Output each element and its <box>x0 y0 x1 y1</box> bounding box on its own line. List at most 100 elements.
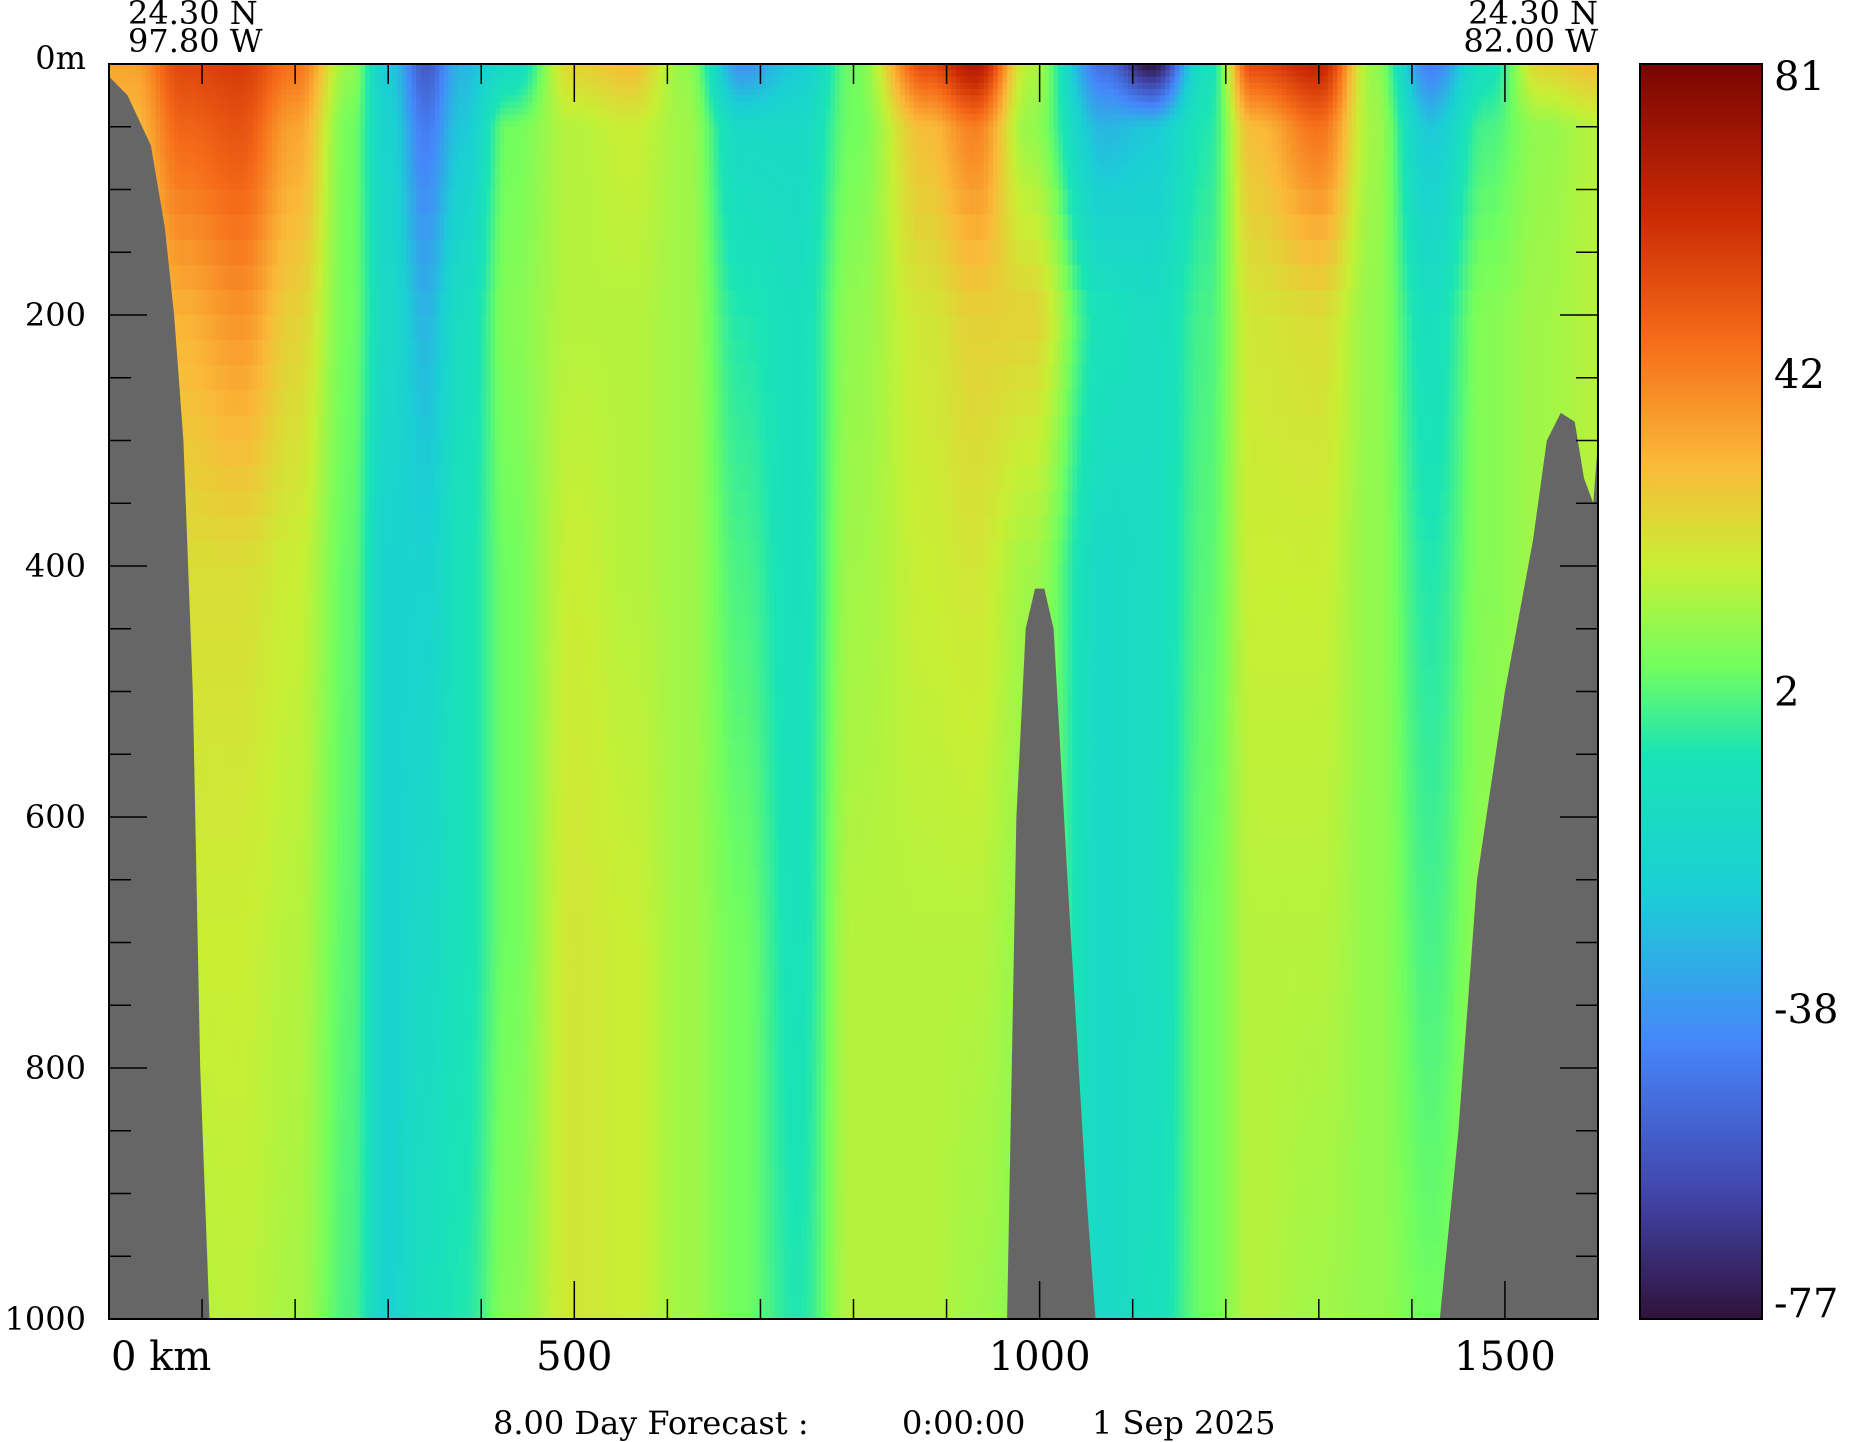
heat-cell <box>1565 146 1570 153</box>
heat-cell <box>1342 146 1347 153</box>
heat-cell <box>1249 89 1254 96</box>
heat-cell <box>895 139 900 146</box>
heat-cell <box>1012 108 1017 115</box>
heat-cell <box>798 152 803 159</box>
heat-cell <box>1105 95 1110 102</box>
heat-cell <box>528 158 533 165</box>
heat-cell <box>914 114 919 121</box>
heat-cell <box>965 102 970 109</box>
heat-cell <box>197 127 202 134</box>
heat-cell <box>384 139 389 146</box>
heat-cell <box>1147 146 1152 153</box>
heat-cell <box>1407 146 1412 153</box>
heat-cell <box>854 139 859 146</box>
heat-cell <box>314 102 319 109</box>
heat-cell <box>1114 120 1119 127</box>
heat-cell <box>207 139 212 146</box>
heat-cell <box>877 95 882 102</box>
heat-cell <box>300 127 305 134</box>
heat-cell <box>663 146 668 153</box>
heat-cell <box>1189 102 1194 109</box>
heat-cell <box>300 89 305 96</box>
heat-cell <box>1249 95 1254 102</box>
heat-cell <box>207 95 212 102</box>
heat-cell <box>281 70 286 77</box>
heat-cell <box>1417 146 1422 153</box>
heat-cell <box>1305 102 1310 109</box>
heat-cell <box>602 158 607 165</box>
heat-cell <box>593 64 598 71</box>
heat-cell <box>160 70 165 77</box>
heat-cell <box>705 77 710 84</box>
heat-cell <box>235 77 240 84</box>
heat-cell <box>900 133 905 140</box>
heat-cell <box>584 77 589 84</box>
heat-cell <box>309 70 314 77</box>
heat-cell <box>1282 152 1287 159</box>
heat-cell <box>351 152 356 159</box>
heat-cell <box>1556 139 1561 146</box>
heat-cell <box>532 95 537 102</box>
heat-cell <box>1249 152 1254 159</box>
heat-cell <box>1389 146 1394 153</box>
heat-cell <box>197 95 202 102</box>
heat-cell <box>356 89 361 96</box>
heat-cell <box>774 146 779 153</box>
heat-cell <box>1528 89 1533 96</box>
heat-cell <box>1407 120 1412 127</box>
heat-cell <box>169 64 174 71</box>
heat-cell <box>816 120 821 127</box>
heat-cell <box>1249 133 1254 140</box>
heat-cell <box>584 114 589 121</box>
heat-cell <box>365 108 370 115</box>
heat-cell <box>202 127 207 134</box>
heat-cell <box>421 70 426 77</box>
heat-cell <box>1021 146 1026 153</box>
heat-cell <box>709 139 714 146</box>
heat-cell <box>877 114 882 121</box>
heat-cell <box>700 77 705 84</box>
heat-cell <box>1528 77 1533 84</box>
heat-cell <box>807 127 812 134</box>
heat-cell <box>1365 70 1370 77</box>
heat-cell <box>286 120 291 127</box>
heat-cell <box>244 146 249 153</box>
heat-cell <box>1524 64 1529 71</box>
heat-cell <box>216 152 221 159</box>
heat-cell <box>644 146 649 153</box>
heat-cell <box>788 114 793 121</box>
heat-cell <box>458 152 463 159</box>
heat-cell <box>1356 146 1361 153</box>
heat-cell <box>1268 127 1273 134</box>
heat-cell <box>444 139 449 146</box>
heat-cell <box>1161 77 1166 84</box>
heat-cell <box>1384 114 1389 121</box>
heat-cell <box>1198 133 1203 140</box>
heat-cell <box>1342 70 1347 77</box>
heat-cell <box>881 114 886 121</box>
heat-cell <box>128 89 133 96</box>
heat-cell <box>351 89 356 96</box>
heat-cell <box>160 139 165 146</box>
heat-cell <box>1482 114 1487 121</box>
heat-cell <box>733 152 738 159</box>
heat-cell <box>211 108 216 115</box>
heat-cell <box>374 108 379 115</box>
heat-cell <box>388 146 393 153</box>
heat-cell <box>961 127 966 134</box>
heat-cell <box>1347 64 1352 71</box>
heat-cell <box>1286 108 1291 115</box>
heat-cell <box>584 108 589 115</box>
heat-cell <box>872 95 877 102</box>
heat-cell <box>905 83 910 90</box>
heat-cell <box>733 158 738 165</box>
heat-cell <box>658 83 663 90</box>
heat-cell <box>1296 114 1301 121</box>
heat-cell <box>1240 127 1245 134</box>
heat-cell <box>1337 83 1342 90</box>
heat-cell <box>570 102 575 109</box>
heat-cell <box>844 70 849 77</box>
heat-cell <box>1156 127 1161 134</box>
heat-cell <box>891 120 896 127</box>
heat-cell <box>481 120 486 127</box>
